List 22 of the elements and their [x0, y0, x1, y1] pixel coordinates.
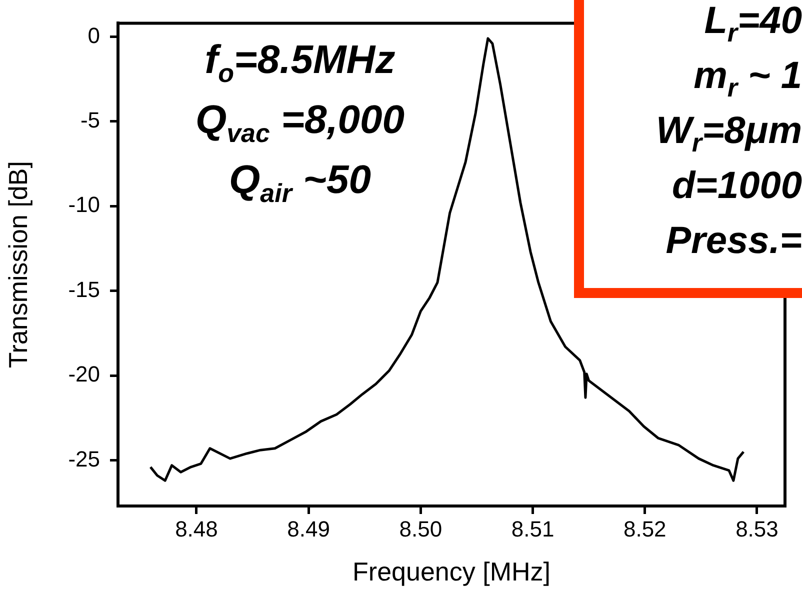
annotation: L$_{r}$=40 [704, 0, 802, 48]
annotation: m$_{r}$ ~ 1 [694, 55, 802, 103]
x-tick-label: 8.50 [399, 516, 442, 542]
x-tick-label: 8.51 [511, 516, 554, 542]
y-tick-label: -20 [68, 362, 100, 387]
annotation: Q$_{air}$ ~50 [228, 158, 372, 208]
annotation: Q$_{vac}$ =8,000 [194, 98, 406, 148]
y-tick-label: 0 [88, 22, 100, 48]
y-tick-label: -10 [68, 192, 100, 218]
x-tick-label: 8.49 [287, 516, 330, 542]
annotation: d=1000 [672, 165, 802, 207]
x-axis-title: Frequency [MHz] [352, 556, 550, 587]
y-tick-label: -5 [80, 108, 100, 133]
annotation: Press.= [666, 220, 802, 262]
x-tick-label: 8.53 [736, 516, 778, 542]
annotation: W$_{r}$=8μm [656, 110, 802, 158]
annotation: f$_{o}$=8.5MHz [204, 38, 396, 88]
y-tick-label: -25 [68, 446, 100, 472]
x-tick-label: 8.52 [623, 516, 666, 542]
y-tick-label: -15 [68, 276, 100, 302]
y-axis-title: Transmission [dB] [2, 161, 33, 368]
x-tick-label: 8.48 [175, 516, 218, 542]
